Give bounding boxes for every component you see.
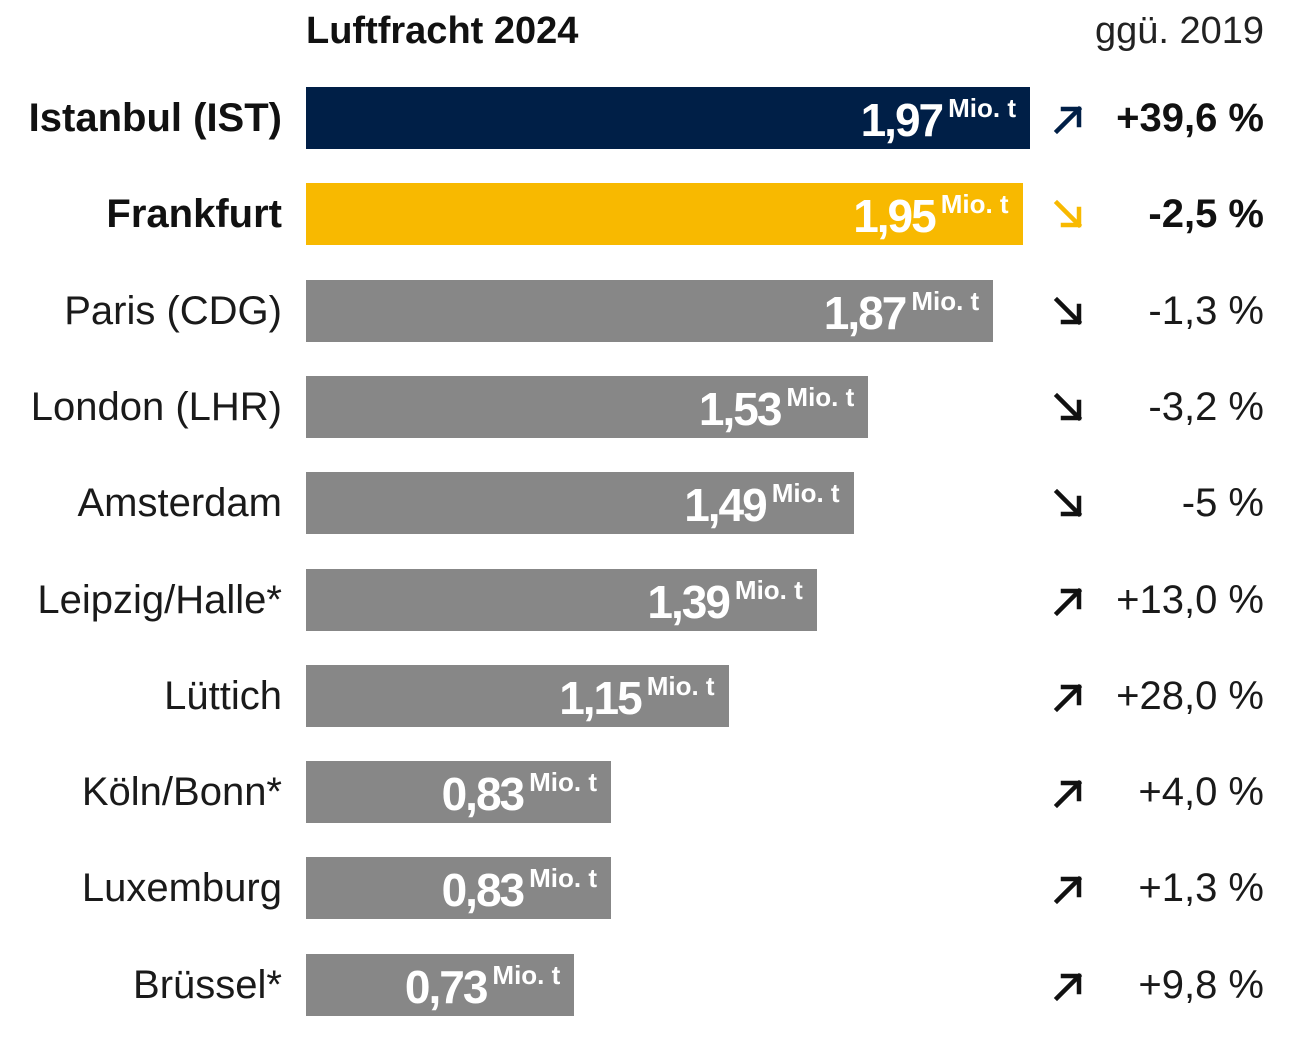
chart-row-frankfurt: Frankfurt 1,95 Mio. t -2,5 % — [0, 183, 1296, 245]
arrow-up-right-icon — [1053, 683, 1083, 713]
bar-amsterdam: 1,49 Mio. t — [306, 472, 854, 534]
category-label: London (LHR) — [30, 385, 282, 429]
change-value: -5 % — [1181, 481, 1264, 525]
arrow-down-right-icon — [1053, 488, 1083, 518]
arrow-up-right-icon — [1053, 972, 1083, 1002]
value-label: 1,49 Mio. t — [684, 472, 839, 534]
value-unit: Mio. t — [734, 575, 803, 605]
value-number: 1,49 — [684, 479, 768, 531]
change-value: -1,3 % — [1148, 289, 1264, 333]
value-unit: Mio. t — [492, 960, 561, 990]
value-label: 0,83 Mio. t — [442, 761, 597, 823]
chart-row-luettich: Lüttich 1,15 Mio. t +28,0 % — [0, 665, 1296, 727]
chart-row-amsterdam: Amsterdam 1,49 Mio. t -5 % — [0, 472, 1296, 534]
value-unit: Mio. t — [786, 382, 855, 412]
category-label: Köln/Bonn* — [81, 770, 282, 814]
value-label: 1,39 Mio. t — [647, 569, 802, 631]
value-label: 0,83 Mio. t — [442, 857, 597, 919]
bar-koeln-bonn: 0,83 Mio. t — [306, 761, 611, 823]
bar-frankfurt: 1,95 Mio. t — [306, 183, 1023, 245]
value-number: 1,87 — [823, 287, 908, 339]
bar-bruessel: 0,73 Mio. t — [306, 954, 575, 1016]
chart-row-luxemburg: Luxemburg 0,83 Mio. t +1,3 % — [0, 857, 1296, 919]
value-unit: Mio. t — [911, 286, 980, 316]
change-value: +28,0 % — [1116, 674, 1264, 718]
category-label: Luxemburg — [81, 866, 282, 910]
value-unit: Mio. t — [529, 863, 597, 893]
chart-row-london-lhr: London (LHR) 1,53 Mio. t -3,2 % — [0, 376, 1296, 438]
value-unit: Mio. t — [948, 93, 1016, 123]
arrow-up-right-icon — [1053, 875, 1083, 905]
category-label: Leipzig/Halle* — [37, 578, 282, 622]
category-label: Paris (CDG) — [64, 289, 282, 333]
category-label: Brüssel* — [133, 963, 282, 1007]
category-label: Istanbul (IST) — [28, 96, 282, 140]
bar-luxemburg: 0,83 Mio. t — [306, 857, 611, 919]
chart-row-koeln-bonn: Köln/Bonn* 0,83 Mio. t +4,0 % — [0, 761, 1296, 823]
bar-paris-cdg: 1,87 Mio. t — [306, 280, 994, 342]
value-unit: Mio. t — [940, 189, 1009, 219]
chart-row-istanbul-ist: Istanbul (IST) 1,97 Mio. t +39,6 % — [0, 87, 1296, 149]
comparison-header: ggü. 2019 — [1094, 10, 1264, 52]
value-number: 0,73 — [404, 961, 489, 1013]
change-value: +39,6 % — [1116, 96, 1264, 140]
category-label: Frankfurt — [106, 192, 282, 236]
bar-luettich: 1,15 Mio. t — [306, 665, 729, 727]
chart-row-leipzig-halle: Leipzig/Halle* 1,39 Mio. t +13,0 % — [0, 569, 1296, 631]
bar-london-lhr: 1,53 Mio. t — [306, 376, 869, 438]
change-value: +1,3 % — [1138, 866, 1264, 910]
arrow-up-right-icon — [1053, 105, 1083, 135]
value-label: 1,97 Mio. t — [861, 87, 1016, 149]
chart-row-paris-cdg: Paris (CDG) 1,87 Mio. t -1,3 % — [0, 280, 1296, 342]
value-number: 1,15 — [559, 672, 643, 724]
category-label: Amsterdam — [77, 481, 283, 525]
value-number: 0,83 — [441, 768, 526, 820]
value-number: 1,53 — [698, 383, 783, 435]
value-unit: Mio. t — [771, 478, 840, 508]
arrow-down-right-icon — [1053, 199, 1083, 229]
value-label: 1,87 Mio. t — [824, 280, 979, 342]
chart-title: Luftfracht 2024 — [306, 10, 579, 52]
value-number: 1,95 — [853, 190, 937, 242]
arrow-down-right-icon — [1053, 296, 1083, 326]
value-label: 1,95 Mio. t — [853, 183, 1008, 245]
arrow-up-right-icon — [1053, 779, 1083, 809]
value-number: 1,97 — [860, 94, 945, 146]
change-value: -2,5 % — [1148, 192, 1264, 236]
change-value: +4,0 % — [1138, 770, 1264, 814]
bar-istanbul-ist: 1,97 Mio. t — [306, 87, 1030, 149]
chart-row-bruessel: Brüssel* 0,73 Mio. t +9,8 % — [0, 954, 1296, 1016]
bar-leipzig-halle: 1,39 Mio. t — [306, 569, 817, 631]
value-number: 0,83 — [441, 864, 526, 916]
arrow-up-right-icon — [1053, 587, 1083, 617]
change-value: +13,0 % — [1116, 578, 1264, 622]
change-value: -3,2 % — [1148, 385, 1264, 429]
value-unit: Mio. t — [529, 767, 597, 797]
value-number: 1,39 — [647, 576, 731, 628]
value-label: 0,73 Mio. t — [405, 954, 560, 1016]
category-label: Lüttich — [164, 674, 282, 718]
value-unit: Mio. t — [646, 671, 715, 701]
arrow-down-right-icon — [1053, 392, 1083, 422]
change-value: +9,8 % — [1138, 963, 1264, 1007]
value-label: 1,53 Mio. t — [699, 376, 854, 438]
value-label: 1,15 Mio. t — [559, 665, 714, 727]
